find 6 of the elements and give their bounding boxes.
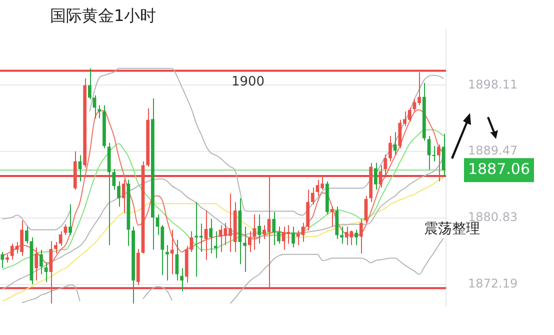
y-tick-label: 1887.06 xyxy=(468,160,530,178)
y-tick-label: 1898.11 xyxy=(468,77,518,92)
ref-line-label: 1900 xyxy=(231,74,265,90)
y-tick-label: 1889.47 xyxy=(468,144,518,158)
chart-title: 国际黄金1小时 xyxy=(50,6,156,27)
y-tick-label: 1872.19 xyxy=(468,276,518,290)
